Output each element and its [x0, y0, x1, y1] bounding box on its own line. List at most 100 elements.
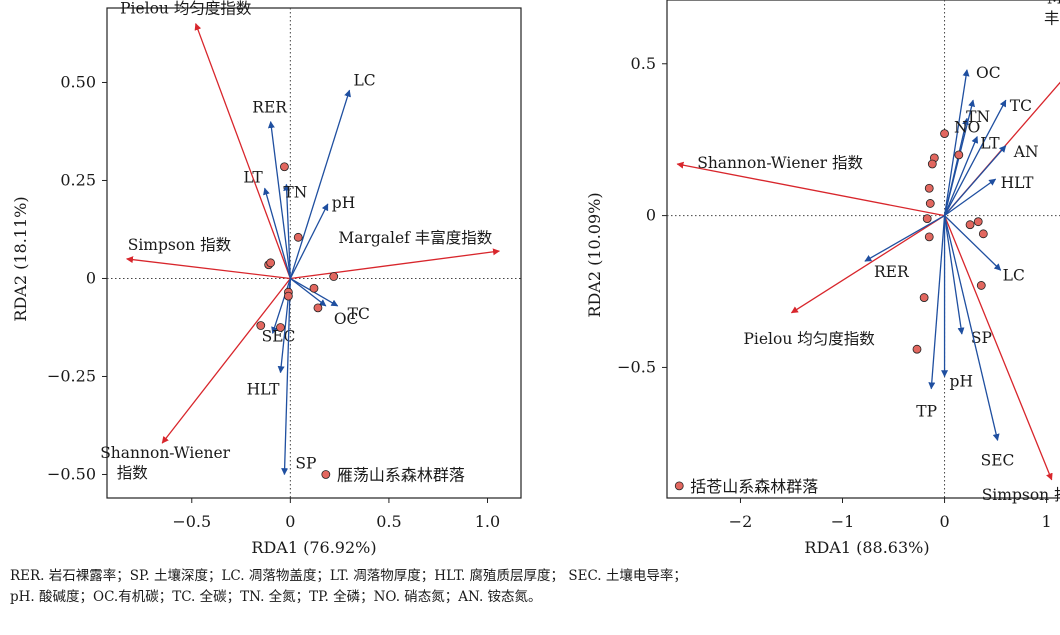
env-arrow-label: OC	[334, 310, 359, 328]
env-arrow	[928, 215, 946, 390]
y-tick-label: −0.50	[47, 464, 96, 483]
site-point	[912, 344, 922, 354]
env-arrow-label: AN	[1013, 143, 1039, 161]
env-arrow	[289, 277, 327, 307]
env-arrow-label: LT	[243, 168, 263, 186]
env-arrow-label: TC	[1010, 97, 1032, 115]
right-rda-panel: −2 −1 0 1 −0.5 0 0.5 RDA1 (88.63%) RDA2 (10.09%)…	[585, 0, 1060, 557]
env-arrow	[944, 215, 1002, 271]
site-point	[293, 232, 303, 242]
caption-line-1: RER. 岩石裸露率；SP. 土壤深度；LC. 凋落物盖度；LT. 凋落物厚度；…	[10, 568, 687, 584]
env-arrow-label: LT	[980, 135, 1000, 153]
species-arrow	[790, 215, 945, 314]
env-arrow-label: TN	[966, 108, 990, 126]
y-tick-label: 0	[86, 268, 96, 287]
env-arrow	[944, 178, 997, 217]
y-tick-label: 0.25	[60, 170, 96, 189]
species-arrow	[290, 248, 501, 280]
species-arrow-label-line2: 丰富度指数	[1044, 9, 1060, 27]
env-arrow-label: LC	[353, 71, 375, 89]
y-tick-label: −0.25	[47, 366, 96, 385]
x-tick-label: −2	[729, 512, 753, 531]
species-arrow	[126, 256, 291, 280]
site-point	[924, 183, 934, 193]
env-arrow-label: pH	[332, 194, 355, 212]
species-arrow-label: Simpson 指数	[128, 236, 232, 254]
env-arrow	[944, 145, 1007, 217]
site-point	[954, 150, 964, 160]
env-arrow	[943, 117, 969, 216]
species-arrow-label: Simpson 指数	[982, 486, 1060, 504]
figure-caption: RER. 岩石裸露率；SP. 土壤深度；LC. 凋落物盖度；LT. 凋落物厚度；…	[10, 566, 1055, 608]
env-arrow-label: SEC	[981, 451, 1015, 469]
env-arrow-label: HLT	[247, 381, 281, 399]
env-arrow-label: TN	[283, 183, 307, 201]
env-arrow-label: OC	[976, 64, 1001, 82]
site-point	[283, 291, 293, 301]
x-tick-label: 0	[939, 512, 949, 531]
site-point	[329, 272, 339, 281]
env-arrow	[263, 187, 291, 279]
plot-frame	[666, 0, 1060, 499]
species-arrow	[194, 23, 291, 279]
species-arrow	[161, 278, 291, 444]
env-arrow-label: TP	[916, 403, 937, 421]
env-arrow	[267, 120, 291, 279]
env-arrow-label: SP	[295, 454, 316, 472]
x-tick-label: 0	[285, 512, 295, 531]
env-arrow	[281, 278, 291, 476]
env-arrow	[864, 215, 945, 262]
species-arrow-label-line2: 指数	[117, 464, 149, 482]
site-point	[256, 321, 266, 330]
env-arrow	[289, 89, 351, 279]
legend-label: 雁荡山系森林群落	[337, 465, 465, 484]
site-point	[976, 281, 986, 290]
site-point	[266, 258, 276, 268]
site-point	[280, 162, 289, 172]
x-axis-label: RDA1 (88.63%)	[804, 538, 929, 557]
site-point	[973, 217, 983, 227]
species-arrow-label: Margalef	[1047, 0, 1060, 7]
env-arrow	[943, 135, 979, 216]
y-tick-label: 0.50	[60, 72, 96, 91]
env-arrow-label: pH	[950, 373, 973, 391]
site-point	[927, 159, 937, 169]
caption-line-2: pH. 酸碱度；OC.有机碳；TC. 全碳；TN. 全氮；TP. 全磷；NO. …	[10, 589, 542, 605]
env-arrow	[289, 203, 329, 279]
species-arrow-label: Shannon-Wiener	[100, 444, 230, 462]
env-arrow-label: SEC	[262, 327, 296, 345]
env-arrow	[283, 183, 291, 279]
species-arrow-label: Shannon-Wiener 指数	[697, 154, 863, 172]
y-tick-label: 0	[646, 206, 656, 225]
x-tick-label: −0.5	[172, 512, 211, 531]
y-axis-label: RDA2 (18.11%)	[11, 196, 30, 321]
y-axis-label: RDA2 (10.09%)	[585, 192, 604, 317]
plot-frame	[106, 7, 522, 499]
env-arrow-label: RER	[874, 263, 910, 281]
species-arrow	[943, 215, 1053, 481]
x-tick-label: 1.0	[475, 512, 500, 531]
site-point	[313, 303, 323, 313]
env-arrow-label: HLT	[1001, 174, 1035, 192]
x-axis-label: RDA1 (76.92%)	[251, 538, 376, 557]
env-arrow	[943, 69, 970, 216]
site-point	[978, 229, 988, 239]
site-point	[309, 283, 319, 293]
x-tick-label: 1	[1041, 512, 1051, 531]
env-arrow	[943, 215, 965, 335]
y-tick-label: −0.5	[617, 357, 656, 376]
site-point	[924, 232, 934, 242]
y-tick-label: 0.5	[631, 54, 656, 73]
legend-site-point	[674, 481, 684, 491]
x-tick-label: 0.5	[376, 512, 401, 531]
x-tick-label: −1	[831, 512, 855, 531]
species-arrow-label: Margalef 丰富度指数	[338, 229, 492, 247]
site-point	[919, 293, 929, 302]
site-point	[940, 129, 949, 139]
env-arrow-label: TC	[348, 305, 370, 323]
species-arrow-label: Pielou 均匀度指数	[743, 330, 875, 348]
site-point	[965, 220, 975, 230]
site-point	[925, 199, 935, 208]
species-arrow	[676, 161, 945, 217]
